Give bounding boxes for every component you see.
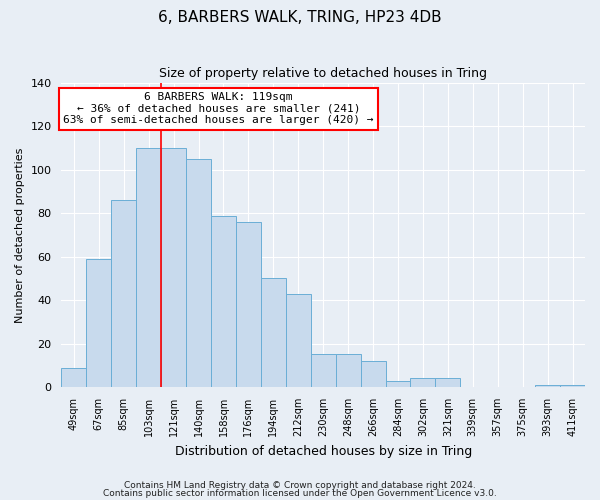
Bar [261,278,286,387]
Text: Contains HM Land Registry data © Crown copyright and database right 2024.: Contains HM Land Registry data © Crown c… [124,481,476,490]
Bar [535,385,560,387]
Bar [61,368,86,387]
Bar [361,361,386,387]
Title: Size of property relative to detached houses in Tring: Size of property relative to detached ho… [159,68,487,80]
Bar [211,216,236,387]
Bar [410,378,436,387]
Bar [111,200,136,387]
Bar [286,294,311,387]
Bar [86,259,111,387]
Bar [335,354,361,387]
Text: 6 BARBERS WALK: 119sqm
← 36% of detached houses are smaller (241)
63% of semi-de: 6 BARBERS WALK: 119sqm ← 36% of detached… [63,92,374,126]
Bar [236,222,261,387]
X-axis label: Distribution of detached houses by size in Tring: Distribution of detached houses by size … [175,444,472,458]
Bar [436,378,460,387]
Text: Contains public sector information licensed under the Open Government Licence v3: Contains public sector information licen… [103,488,497,498]
Bar [386,380,410,387]
Text: 6, BARBERS WALK, TRING, HP23 4DB: 6, BARBERS WALK, TRING, HP23 4DB [158,10,442,25]
Bar [136,148,161,387]
Bar [560,385,585,387]
Bar [186,159,211,387]
Bar [311,354,335,387]
Bar [161,148,186,387]
Y-axis label: Number of detached properties: Number of detached properties [15,148,25,323]
